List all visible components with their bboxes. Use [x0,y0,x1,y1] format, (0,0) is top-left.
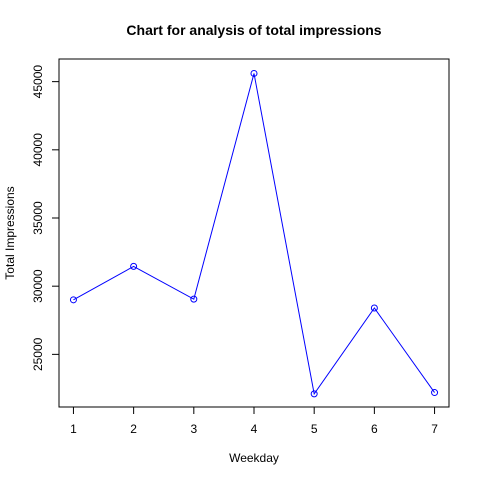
data-point [190,295,198,303]
y-tick-label: 40000 [31,133,45,167]
data-point [130,262,138,270]
data-point [310,390,318,398]
y-tick-label: 25000 [31,337,45,371]
x-axis-label: Weekday [229,451,279,465]
y-tick-label: 45000 [31,65,45,99]
x-tick-label: 3 [190,422,197,436]
y-axis: 25000 30000 35000 40000 45000 [31,65,60,371]
y-axis-label: Total Impressions [3,186,17,279]
x-axis: 1 2 3 4 5 6 7 [70,406,438,436]
x-tick-label: 7 [431,422,438,436]
x-tick-label: 5 [311,422,318,436]
data-point [250,69,258,77]
chart-title: Chart for analysis of total impressions [126,22,381,38]
plot-frame [58,58,450,408]
y-tick-label: 30000 [31,269,45,303]
data-point [69,296,77,304]
series-group [69,69,439,398]
x-tick-label: 1 [70,422,77,436]
x-tick-label: 6 [371,422,378,436]
series-line [73,73,435,396]
x-tick-label: 2 [130,422,137,436]
data-point [370,304,378,312]
y-tick-label: 35000 [31,201,45,235]
data-point [431,389,439,397]
x-tick-label: 4 [251,422,258,436]
